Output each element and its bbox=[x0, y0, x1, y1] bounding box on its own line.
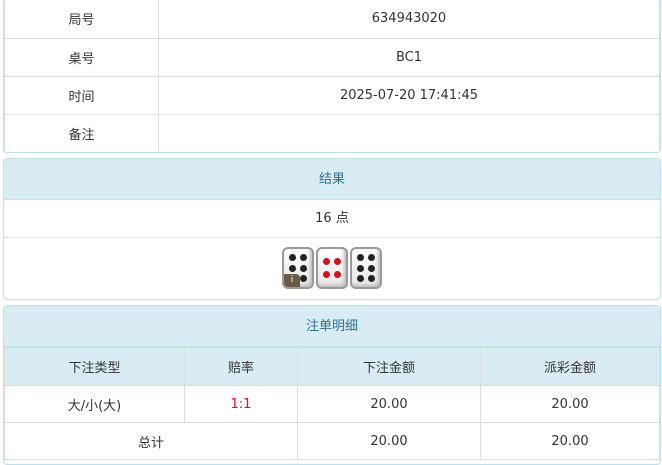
payout: 20.00 bbox=[480, 385, 660, 423]
label: 时间 bbox=[4, 76, 159, 115]
dice-pip bbox=[288, 264, 296, 272]
row-time: 时间 2025-07-20 17:41:45 bbox=[4, 76, 660, 115]
dice-pip bbox=[288, 253, 296, 261]
result-title: 结果 bbox=[4, 159, 660, 200]
remark bbox=[158, 114, 660, 152]
dice-pip bbox=[368, 275, 376, 283]
dice-pip bbox=[368, 253, 376, 261]
bet-details-panel: 注单明细 下注类型 赔率 下注金额 派彩金额 大/小(大) 1:1 20.00 … bbox=[3, 305, 661, 465]
col-payout: 派彩金额 bbox=[480, 347, 660, 386]
total-amount: 20.00 bbox=[297, 422, 481, 460]
dice-pip bbox=[356, 253, 364, 261]
dice-pip bbox=[322, 257, 330, 265]
time: 2025-07-20 17:41:45 bbox=[158, 76, 660, 115]
result-points: 16 点 bbox=[4, 200, 660, 238]
col-bet-amount: 下注金额 bbox=[297, 347, 481, 386]
table-id: BC1 bbox=[158, 38, 660, 77]
total-label: 总计 bbox=[4, 422, 298, 460]
label: 备注 bbox=[4, 114, 159, 152]
bet-amount: 20.00 bbox=[297, 385, 481, 423]
row-remark: 备注 bbox=[4, 114, 660, 152]
dice-6-icon bbox=[350, 247, 382, 289]
label: 局号 bbox=[4, 0, 159, 39]
info-badge-icon[interactable]: i bbox=[284, 274, 300, 287]
col-odds: 赔率 bbox=[184, 347, 298, 386]
dice-pip bbox=[300, 264, 308, 272]
row-round-id: 局号 634943020 bbox=[4, 0, 660, 39]
total-row: 总计 20.00 20.00 bbox=[4, 422, 660, 460]
bet-type: 大/小(大) bbox=[4, 385, 185, 423]
dice-pip bbox=[300, 253, 308, 261]
label: 桌号 bbox=[4, 38, 159, 77]
round-id: 634943020 bbox=[158, 0, 660, 39]
dice-pip bbox=[334, 257, 342, 265]
round-info-table: 局号 634943020 桌号 BC1 时间 2025-07-20 17:41:45 … bbox=[4, 0, 660, 152]
bet-table-header: 下注类型 赔率 下注金额 派彩金额 bbox=[4, 347, 660, 386]
dice-pip bbox=[356, 264, 364, 272]
odds: 1:1 bbox=[184, 385, 298, 423]
dice-pip bbox=[368, 264, 376, 272]
round-info-panel: 局号 634943020 桌号 BC1 时间 2025-07-20 17:41:45 … bbox=[3, 0, 661, 153]
col-bet-type: 下注类型 bbox=[4, 347, 185, 386]
row-table-id: 桌号 BC1 bbox=[4, 38, 660, 77]
dice-4-icon bbox=[316, 247, 348, 289]
dice-6-icon: i bbox=[282, 247, 314, 289]
dice-row: i bbox=[4, 238, 660, 299]
table-row: 大/小(大) 1:1 20.00 20.00 bbox=[4, 385, 660, 423]
dice-pip bbox=[322, 271, 330, 279]
result-panel: 结果 16 点 i bbox=[3, 158, 661, 300]
bet-table: 下注类型 赔率 下注金额 派彩金额 大/小(大) 1:1 20.00 20.00… bbox=[4, 347, 660, 460]
dice-pip bbox=[356, 275, 364, 283]
dice-pip bbox=[300, 275, 308, 283]
bet-details-title: 注单明细 bbox=[4, 306, 660, 347]
total-payout: 20.00 bbox=[480, 422, 660, 460]
dice-pip bbox=[334, 271, 342, 279]
